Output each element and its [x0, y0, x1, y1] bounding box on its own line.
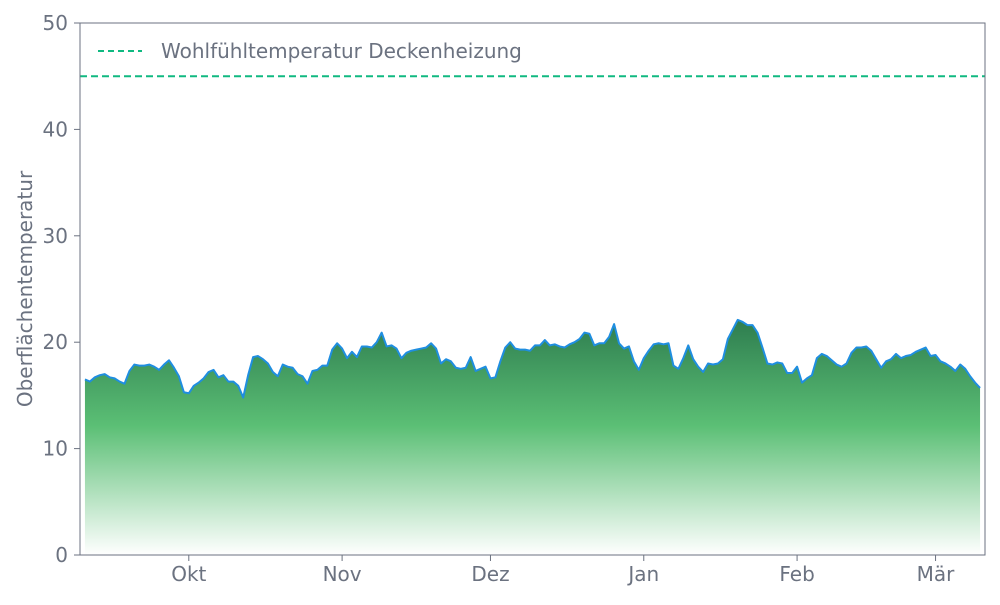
legend: Wohlfühltemperatur Deckenheizung [98, 39, 522, 63]
x-tick-label-Okt: Okt [171, 562, 206, 586]
x-tick-label-Dez: Dez [471, 562, 509, 586]
y-tick-label-50: 50 [43, 11, 68, 35]
y-tick-label-30: 30 [43, 224, 68, 248]
area-fill [84, 319, 981, 555]
y-tick-label-0: 0 [55, 543, 68, 567]
legend-label: Wohlfühltemperatur Deckenheizung [161, 39, 522, 63]
x-tick-label-Feb: Feb [779, 562, 814, 586]
plot-frame [79, 22, 986, 556]
series-line [84, 318, 981, 399]
line-layer [84, 318, 981, 399]
y-tick-label-20: 20 [43, 330, 68, 354]
y-tick-label-10: 10 [43, 437, 68, 461]
x-tick-label-Nov: Nov [323, 562, 362, 586]
x-tick-label-Jan: Jan [626, 562, 659, 586]
x-tick-label-Mär: Mär [917, 562, 956, 586]
y-axis-title: Oberflächentemperatur [13, 170, 37, 407]
area-layer [84, 319, 981, 555]
y-tick-label-40: 40 [43, 117, 68, 141]
x-axis: Okt Nov Dez Jan Feb Mär [171, 555, 955, 586]
y-axis: 0 10 20 30 40 50 [43, 11, 80, 567]
